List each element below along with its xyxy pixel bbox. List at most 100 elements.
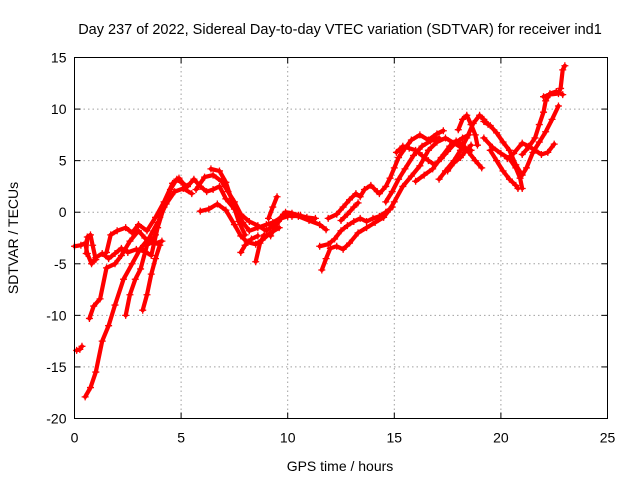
- data-point-marker: [510, 149, 518, 157]
- data-point-marker: [435, 134, 443, 142]
- data-point-marker: [237, 232, 245, 240]
- data-point-marker: [476, 111, 484, 119]
- data-point-marker: [228, 198, 236, 206]
- data-point-marker: [467, 141, 475, 149]
- data-point-marker: [435, 175, 443, 183]
- data-point-marker: [90, 302, 98, 310]
- data-point-marker: [382, 198, 390, 206]
- data-point-marker: [346, 196, 354, 204]
- x-tick-label: 25: [600, 430, 616, 446]
- data-point-marker: [531, 146, 539, 154]
- data-point-marker: [89, 241, 97, 249]
- data-point-marker: [522, 164, 530, 172]
- data-point-marker: [382, 182, 390, 190]
- data-point-marker: [303, 213, 311, 221]
- data-point-marker: [525, 143, 533, 151]
- data-point-marker: [401, 165, 409, 173]
- data-point-marker: [356, 193, 364, 201]
- data-point-marker: [134, 221, 142, 229]
- data-point-marker: [241, 231, 249, 239]
- data-point-marker: [171, 188, 179, 196]
- data-point-marker: [450, 159, 458, 167]
- data-point-marker: [245, 217, 253, 225]
- data-point-marker: [311, 214, 319, 222]
- x-tick-label: 20: [493, 430, 509, 446]
- data-point-marker: [294, 211, 302, 219]
- data-point-marker: [230, 221, 238, 229]
- data-point-marker: [147, 252, 155, 260]
- x-tick-label: 10: [280, 430, 296, 446]
- data-point-marker: [463, 111, 471, 119]
- data-point-marker: [131, 275, 139, 283]
- data-point-marker: [207, 165, 215, 173]
- data-point-marker: [382, 208, 390, 216]
- data-point-marker: [512, 164, 520, 172]
- data-point-marker: [209, 171, 217, 179]
- data-point-marker: [386, 174, 394, 182]
- data-point-marker: [158, 237, 166, 245]
- data-point-marker: [452, 137, 460, 145]
- data-point-marker: [540, 108, 548, 116]
- data-point-marker: [407, 172, 415, 180]
- data-point-marker: [86, 231, 94, 239]
- data-point-marker: [375, 212, 383, 220]
- data-point-marker: [424, 157, 432, 165]
- data-point-marker: [85, 314, 93, 322]
- data-point-marker: [418, 151, 426, 159]
- data-point-marker: [339, 203, 347, 211]
- data-point-marker: [343, 210, 351, 218]
- data-point-marker: [169, 179, 177, 187]
- data-point-marker: [88, 260, 96, 268]
- data-point-marker: [126, 291, 134, 299]
- data-point-marker: [505, 175, 513, 183]
- data-point-marker: [371, 219, 379, 227]
- data-point-marker: [478, 164, 486, 172]
- series-track-3: [104, 176, 188, 255]
- x-tick-label: 0: [71, 430, 79, 446]
- data-point-marker: [322, 255, 330, 263]
- data-point-marker: [179, 184, 187, 192]
- series-track-9: [153, 186, 194, 237]
- data-point-marker: [326, 244, 334, 252]
- data-point-marker: [395, 154, 403, 162]
- data-point-marker: [535, 138, 543, 146]
- data-point-marker: [262, 221, 270, 229]
- series-track-22: [338, 200, 361, 223]
- series-track-24: [383, 135, 442, 204]
- data-point-marker: [354, 229, 362, 237]
- data-point-marker: [531, 134, 539, 142]
- data-point-marker: [245, 227, 253, 235]
- data-point-marker: [122, 311, 130, 319]
- data-point-marker: [111, 249, 119, 257]
- data-point-marker: [559, 91, 567, 99]
- y-axis-label: SDTVAR / TECUs: [5, 182, 21, 294]
- data-point-marker: [405, 144, 413, 152]
- data-point-marker: [420, 171, 428, 179]
- data-point-marker: [76, 345, 84, 353]
- data-point-marker: [318, 266, 326, 274]
- data-point-marker: [499, 138, 507, 146]
- data-point-marker: [213, 200, 221, 208]
- data-point-marker: [343, 222, 351, 230]
- data-point-marker: [433, 130, 441, 138]
- data-point-marker: [369, 214, 377, 222]
- data-point-marker: [550, 140, 558, 148]
- chart-title: Day 237 of 2022, Sidereal Day-to-day VTE…: [78, 22, 602, 38]
- data-point-marker: [149, 240, 157, 248]
- data-point-marker: [554, 102, 562, 110]
- data-point-marker: [505, 146, 513, 154]
- data-point-marker: [390, 164, 398, 172]
- series-track-21: [326, 183, 380, 221]
- data-point-marker: [96, 295, 104, 303]
- data-point-marker: [467, 121, 475, 129]
- data-point-marker: [256, 239, 264, 247]
- data-point-marker: [471, 157, 479, 165]
- y-tick-label: 5: [59, 153, 67, 169]
- data-point-marker: [446, 142, 454, 150]
- data-point-marker: [418, 142, 426, 150]
- data-point-marker: [201, 173, 209, 181]
- data-point-marker: [92, 368, 100, 376]
- data-point-marker: [254, 232, 262, 240]
- data-point-marker: [262, 227, 270, 235]
- data-point-marker: [288, 209, 296, 217]
